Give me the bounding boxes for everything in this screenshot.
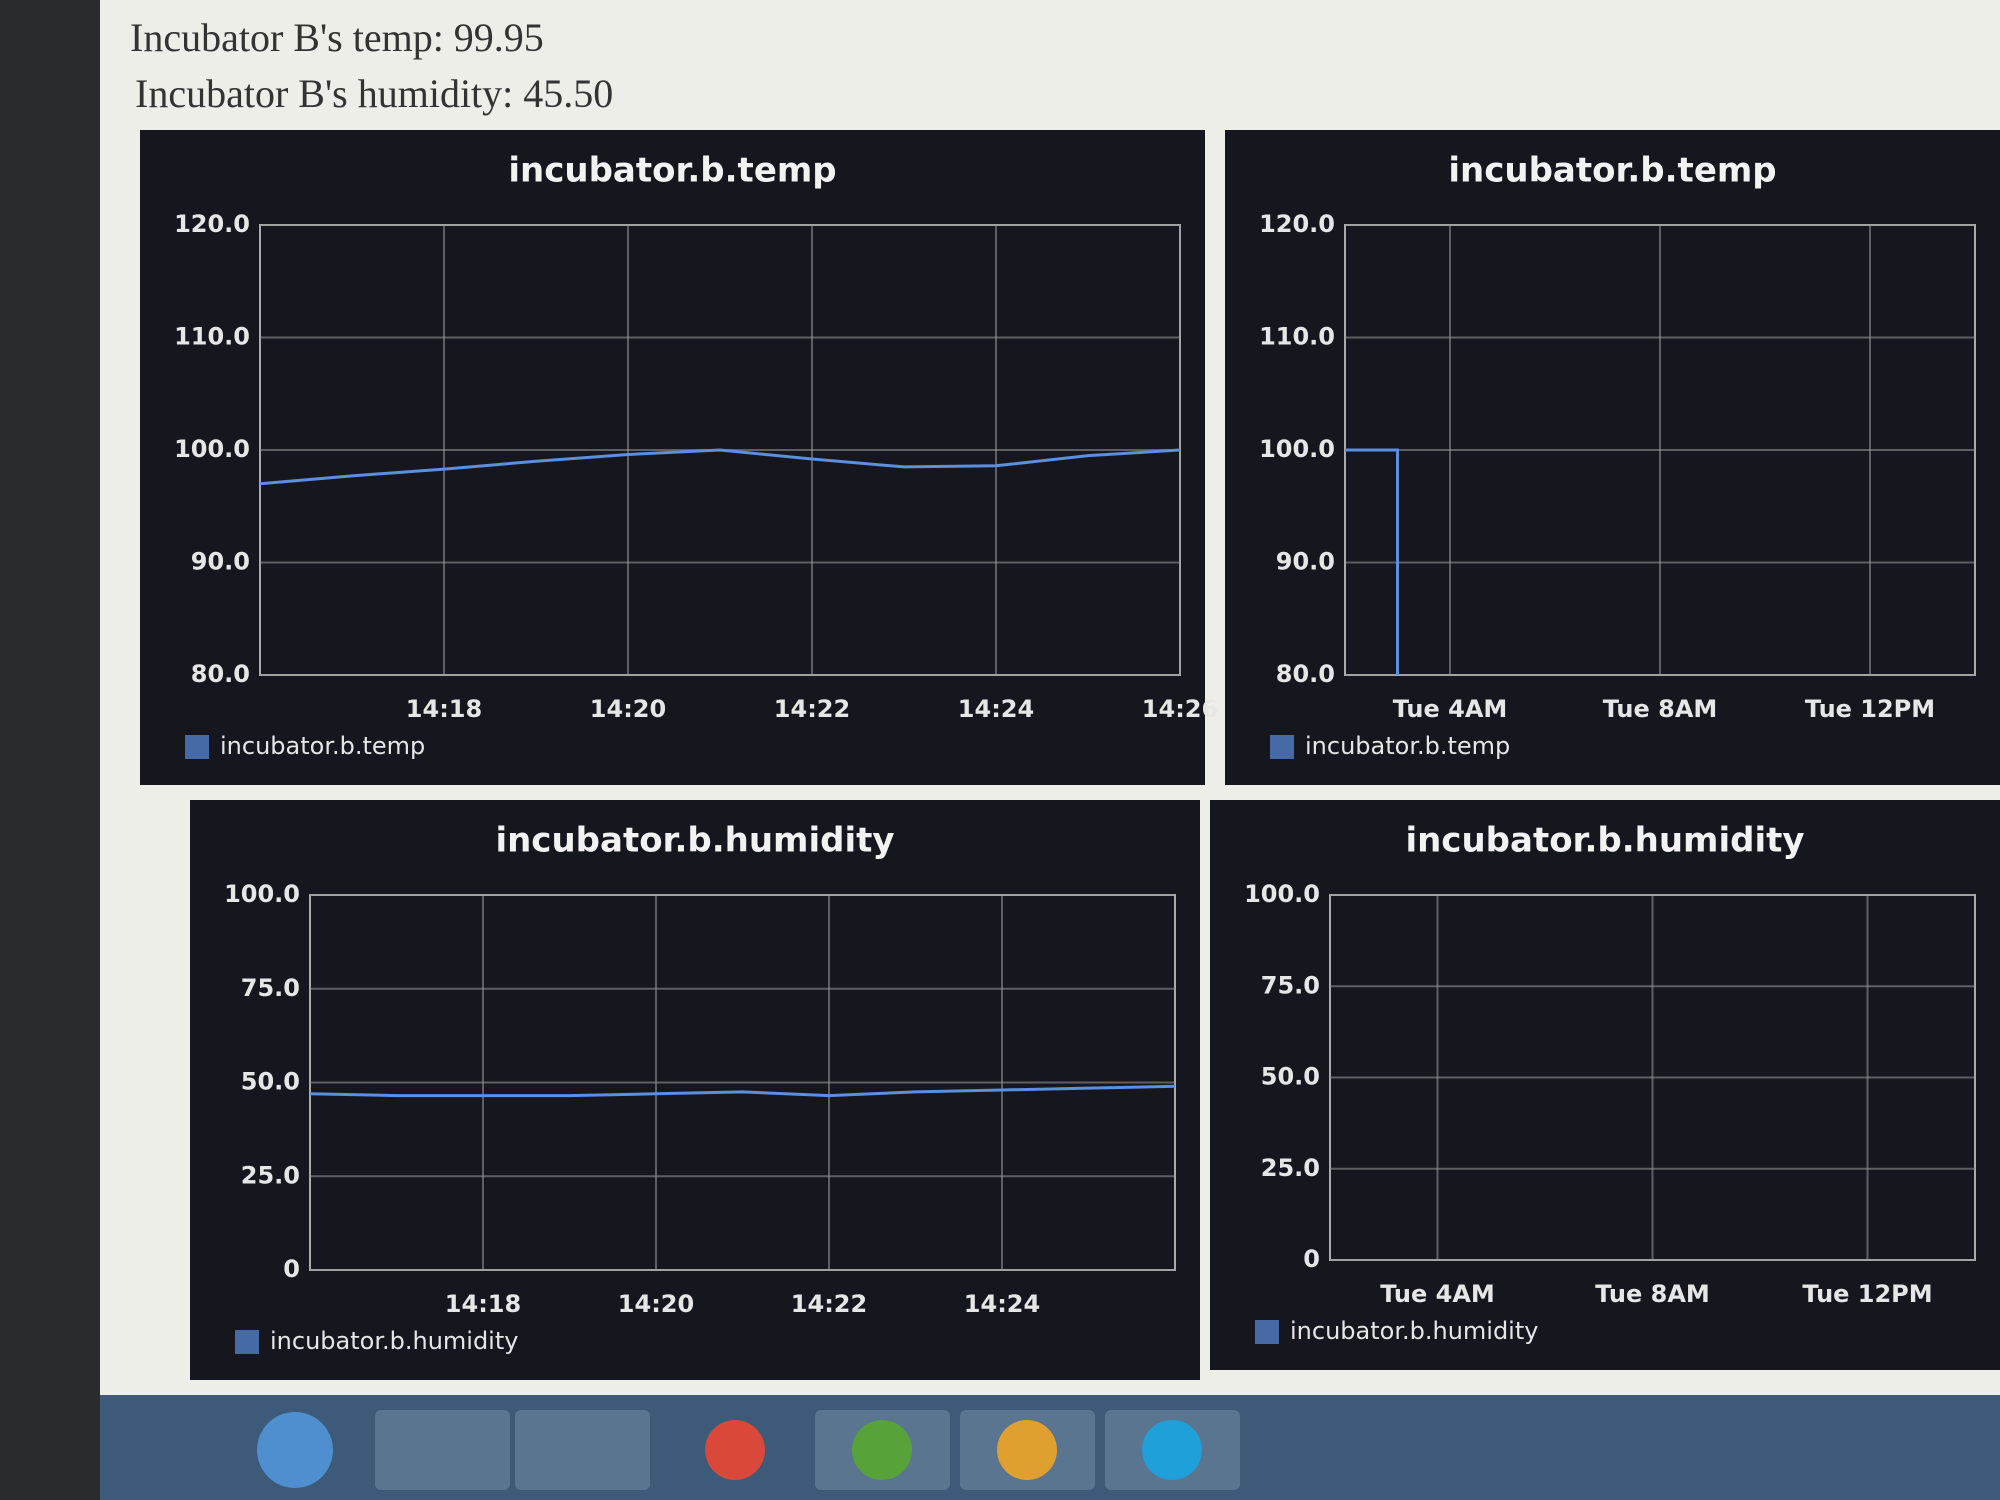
x-tick-label: 14:24 (958, 695, 1034, 723)
legend-label: incubator.b.humidity (270, 1327, 518, 1355)
y-tick-label: 90.0 (191, 548, 250, 576)
y-tick-label: 25.0 (1261, 1154, 1320, 1182)
x-tick-label: Tue 4AM (1380, 1280, 1495, 1308)
y-tick-label: 120.0 (1259, 210, 1335, 238)
x-tick-label: Tue 8AM (1595, 1280, 1710, 1308)
chart-title: incubator.b.temp (508, 151, 836, 191)
x-tick-label: 14:20 (618, 1290, 694, 1318)
taskbar-app[interactable] (705, 1420, 765, 1480)
y-tick-label: 80.0 (191, 660, 250, 688)
y-tick-label: 0 (283, 1255, 300, 1283)
data-line (259, 448, 1181, 486)
data-line (309, 1084, 1176, 1098)
chart-title: incubator.b.humidity (1405, 821, 1804, 861)
x-tick-label: 14:18 (445, 1290, 521, 1318)
y-tick-label: 110.0 (174, 323, 250, 351)
y-tick-label: 0 (1303, 1245, 1320, 1273)
x-tick-label: 14:22 (774, 695, 850, 723)
taskbar-app[interactable] (515, 1410, 650, 1490)
start-button[interactable] (257, 1412, 333, 1488)
taskbar-app[interactable] (852, 1420, 912, 1480)
legend-label: incubator.b.humidity (1290, 1317, 1538, 1345)
x-tick-label: 14:26 (1142, 695, 1218, 723)
x-tick-label: Tue 8AM (1603, 695, 1718, 723)
x-tick-label: Tue 12PM (1802, 1280, 1932, 1308)
x-tick-label: 14:22 (791, 1290, 867, 1318)
y-tick-label: 50.0 (1261, 1063, 1320, 1091)
y-tick-label: 100.0 (224, 880, 300, 908)
y-tick-label: 90.0 (1276, 548, 1335, 576)
data-line (1345, 448, 1399, 675)
chart-panel (140, 130, 1205, 785)
y-tick-label: 75.0 (241, 974, 300, 1002)
chart-title: incubator.b.temp (1448, 151, 1776, 191)
chart-title: incubator.b.humidity (495, 821, 894, 861)
y-tick-label: 120.0 (174, 210, 250, 238)
legend-swatch (235, 1330, 259, 1354)
y-tick-label: 100.0 (1259, 435, 1335, 463)
humidity-readout: Incubator B's humidity: 45.50 (135, 71, 613, 116)
taskbar-app[interactable] (1142, 1420, 1202, 1480)
x-tick-label: 14:18 (406, 695, 482, 723)
legend-swatch (1255, 1320, 1279, 1344)
y-tick-label: 100.0 (1244, 880, 1320, 908)
y-tick-label: 100.0 (174, 435, 250, 463)
y-tick-label: 25.0 (241, 1161, 300, 1189)
y-tick-label: 50.0 (241, 1068, 300, 1096)
taskbar-app[interactable] (375, 1410, 510, 1490)
x-tick-label: 14:24 (964, 1290, 1040, 1318)
x-tick-label: Tue 4AM (1393, 695, 1508, 723)
legend-swatch (1270, 735, 1294, 759)
legend-label: incubator.b.temp (220, 732, 425, 760)
y-tick-label: 75.0 (1261, 971, 1320, 999)
x-tick-label: Tue 12PM (1805, 695, 1935, 723)
taskbar-app[interactable] (997, 1420, 1057, 1480)
chart-panel (1225, 130, 2000, 785)
legend-label: incubator.b.temp (1305, 732, 1510, 760)
x-tick-label: 14:20 (590, 695, 666, 723)
y-tick-label: 80.0 (1276, 660, 1335, 688)
temp-readout: Incubator B's temp: 99.95 (130, 15, 544, 60)
y-tick-label: 110.0 (1259, 323, 1335, 351)
legend-swatch (185, 735, 209, 759)
